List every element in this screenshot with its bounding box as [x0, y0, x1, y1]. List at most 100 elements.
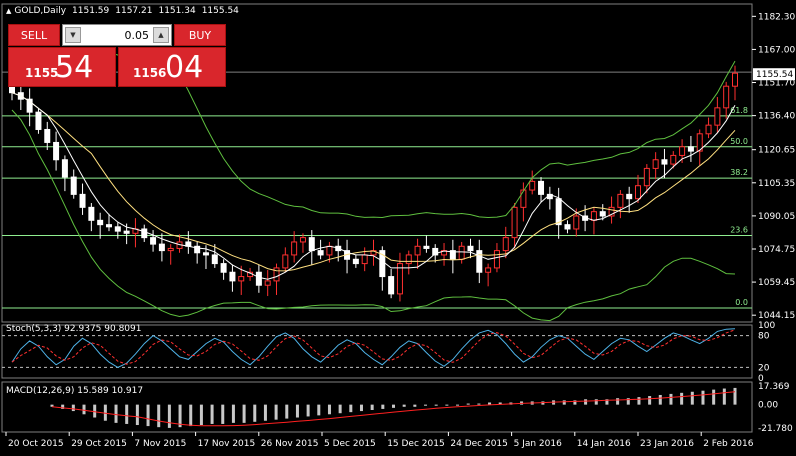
candle-body — [352, 258, 359, 265]
macd-histogram-bar — [584, 399, 588, 405]
candle-body — [732, 72, 738, 87]
candle-body — [643, 167, 650, 187]
candle-body — [35, 111, 42, 130]
candle-body — [123, 230, 130, 234]
chart-title: ▲ GOLD,Daily 1151.59 1157.21 1151.34 1155.54 — [6, 6, 245, 16]
open-price: 1151.59 — [72, 6, 110, 16]
moving-average-fast-line — [11, 92, 736, 280]
high-price: 1157.21 — [115, 6, 153, 16]
stoch-tick-label: 100 — [758, 321, 775, 331]
candle-body — [26, 98, 33, 113]
macd-histogram-bar — [199, 404, 203, 426]
macd-histogram-bar — [466, 403, 470, 405]
stoch-tick-label: 0 — [758, 374, 764, 384]
candle-body — [396, 263, 403, 295]
candle-body — [97, 219, 104, 226]
candle-body — [617, 193, 624, 208]
candle-body — [282, 254, 289, 269]
price-tick-label: 1151.70 — [758, 79, 795, 89]
current-price-label: 1155.54 — [756, 70, 793, 80]
candle-body — [361, 254, 368, 265]
macd-histogram-bar — [338, 404, 342, 414]
time-tick-label: 5 Dec 2015 — [324, 439, 376, 449]
macd-histogram-bar — [402, 404, 406, 407]
macd-histogram-bar — [669, 393, 673, 405]
macd-histogram-bar — [594, 399, 598, 405]
macd-histogram-bar — [274, 404, 278, 420]
ask-price-button[interactable]: 1156 04 — [118, 47, 226, 87]
bid-price-pips: 54 — [55, 50, 94, 85]
macd-label: MACD(12,26,9) 15.589 10.917 — [6, 386, 144, 396]
collapse-triangle-icon[interactable]: ▲ — [6, 7, 12, 15]
sell-button[interactable]: SELL — [8, 24, 60, 46]
macd-tick-label: 17.369 — [758, 382, 790, 392]
candle-body — [44, 128, 51, 143]
candle-body — [511, 206, 518, 239]
macd-histogram-bar — [605, 399, 609, 405]
macd-histogram-bar — [306, 404, 310, 417]
candle-body — [405, 254, 412, 265]
macd-histogram-bar — [167, 404, 171, 428]
macd-histogram-bar — [231, 404, 235, 423]
macd-histogram-bar — [690, 391, 694, 405]
candle-body — [317, 250, 324, 256]
bollinger-lower-line — [11, 109, 736, 322]
ask-price-pips: 04 — [165, 50, 204, 85]
lot-size-control: ▼ ▲ — [62, 24, 172, 46]
candle-body — [255, 271, 262, 286]
macd-histogram-bar — [103, 404, 107, 421]
price-tick-label: 1105.35 — [758, 179, 795, 189]
macd-histogram-bar — [146, 404, 150, 427]
time-tick-label: 20 Oct 2015 — [8, 439, 64, 449]
candle-body — [150, 237, 157, 245]
candle-body — [670, 154, 677, 165]
lot-size-input[interactable] — [83, 27, 149, 43]
candle-body — [687, 146, 694, 152]
time-tick-label: 17 Nov 2015 — [198, 439, 256, 449]
price-tick-label: 1090.05 — [758, 212, 795, 222]
bid-price-button[interactable]: 1155 54 — [8, 47, 116, 87]
candle-body — [202, 252, 209, 256]
macd-histogram-bar — [488, 402, 492, 405]
macd-histogram-bar — [477, 403, 481, 405]
buy-button[interactable]: BUY — [174, 24, 226, 46]
candle-body — [229, 271, 236, 282]
macd-histogram-bar — [327, 404, 331, 415]
price-tick-label: 1136.40 — [758, 112, 795, 122]
macd-histogram-bar — [157, 404, 161, 428]
candle-body — [590, 211, 597, 221]
fib-level-label: 50.0 — [730, 137, 748, 146]
time-tick-label: 14 Jan 2016 — [577, 439, 631, 449]
time-tick-label: 15 Dec 2015 — [387, 439, 445, 449]
candle-body — [493, 250, 500, 269]
macd-histogram-bar — [71, 404, 75, 412]
stoch-label: Stoch(5,3,3) 92.9375 90.8091 — [6, 324, 142, 334]
ask-price-major: 1156 — [133, 66, 167, 80]
macd-histogram-bar — [349, 404, 353, 413]
time-tick-label: 23 Jan 2016 — [640, 439, 694, 449]
candle-body — [555, 198, 562, 226]
price-tick-label: 1167.00 — [758, 45, 795, 55]
lot-increase-icon[interactable]: ▲ — [153, 27, 169, 43]
macd-histogram-bar — [680, 392, 684, 405]
time-tick-label: 29 Oct 2015 — [71, 439, 127, 449]
time-tick-label: 2 Feb 2016 — [703, 439, 754, 449]
candle-body — [652, 159, 659, 169]
price-tick-label: 1182.30 — [758, 12, 795, 22]
candle-body — [238, 276, 245, 282]
macd-histogram-bar — [445, 404, 449, 406]
stoch-pane-frame — [1, 324, 753, 379]
macd-histogram-bar — [317, 404, 321, 416]
price-tick-label: 1044.15 — [758, 311, 795, 321]
lot-decrease-icon[interactable]: ▼ — [65, 27, 81, 43]
candle-body — [326, 245, 333, 256]
price-tick-label: 1059.45 — [758, 278, 795, 288]
candle-body — [608, 206, 615, 217]
macd-histogram-bar — [114, 404, 118, 423]
candle-body — [626, 193, 633, 200]
candle-body — [308, 237, 315, 252]
candle-body — [53, 141, 60, 161]
macd-histogram-bar — [221, 404, 225, 424]
stoch-tick-label: 20 — [758, 363, 770, 373]
